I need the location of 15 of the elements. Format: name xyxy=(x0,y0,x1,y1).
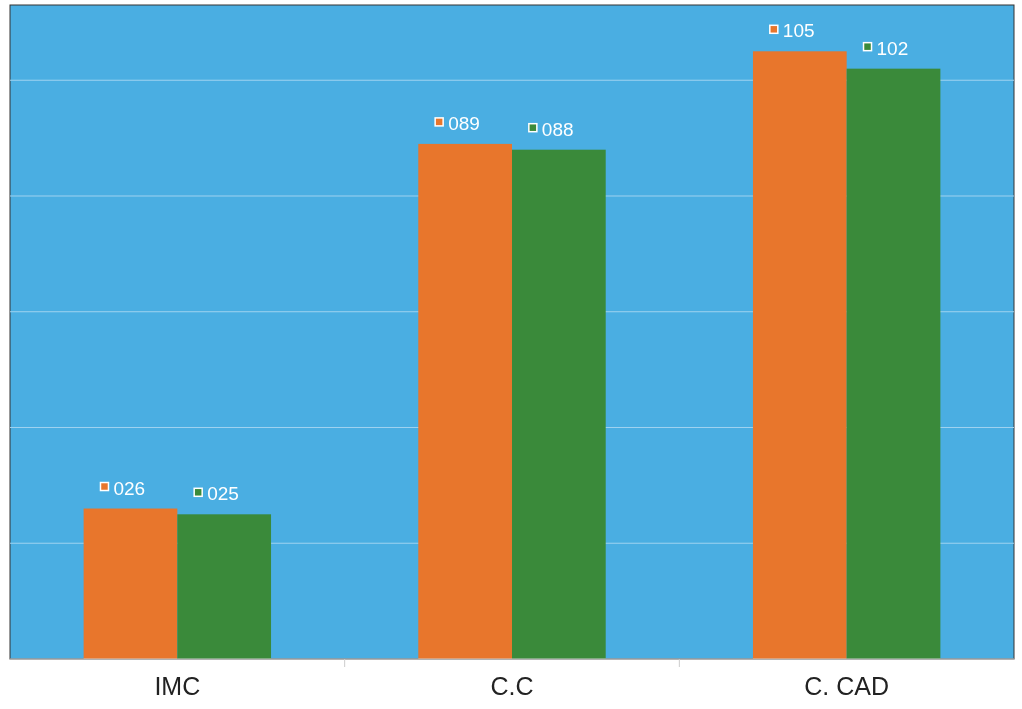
bar xyxy=(177,514,272,659)
data-label: 026 xyxy=(113,477,146,499)
bar xyxy=(418,143,512,659)
bar xyxy=(83,508,178,659)
data-label: 025 xyxy=(207,483,239,505)
data-label: 088 xyxy=(541,118,574,140)
data-label: 089 xyxy=(448,112,480,134)
bar xyxy=(512,149,606,659)
bar xyxy=(846,68,941,659)
data-label: 102 xyxy=(876,37,909,59)
x-tick-label: IMC xyxy=(154,672,201,700)
bar xyxy=(752,51,847,659)
x-tick-label: C.C xyxy=(490,672,534,700)
x-tick-label: C. CAD xyxy=(804,672,890,700)
data-label: 105 xyxy=(782,20,815,42)
